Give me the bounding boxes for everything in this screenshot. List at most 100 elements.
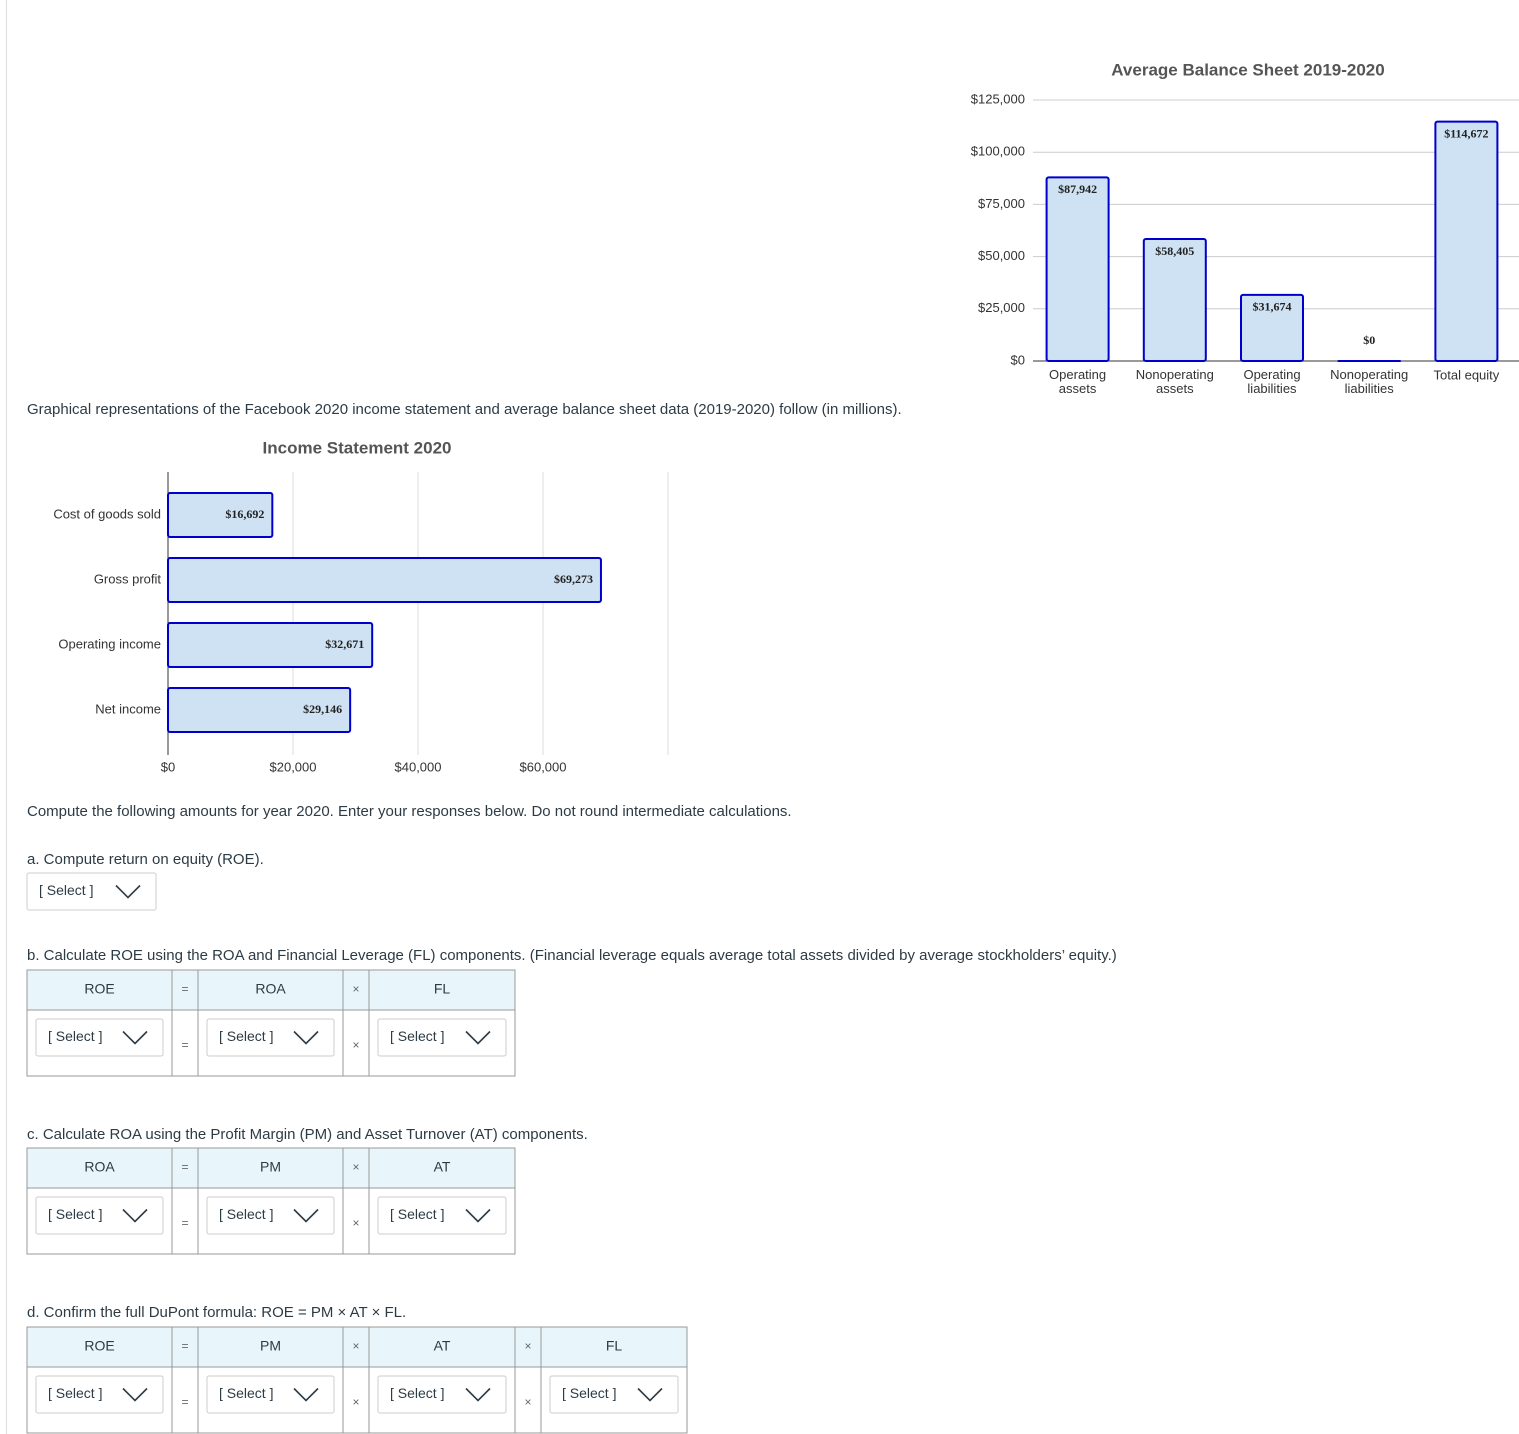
select-box[interactable] bbox=[35, 1196, 164, 1235]
chevron[interactable] bbox=[293, 1387, 319, 1402]
header-text: ROE bbox=[84, 981, 114, 997]
x-tick-label: $40,000 bbox=[395, 759, 442, 774]
row-cell bbox=[342, 1366, 370, 1434]
select-dropdown[interactable]: [ Select ] bbox=[35, 1018, 164, 1057]
operator: = bbox=[181, 1160, 188, 1174]
select-text[interactable]: [ Select ] bbox=[390, 1028, 444, 1044]
select-text[interactable]: [ Select ] bbox=[48, 1385, 102, 1401]
select-text[interactable]: [ Select ] bbox=[39, 882, 93, 898]
header-text: ROA bbox=[84, 1159, 115, 1175]
part-c-label: c. Calculate ROA using the Profit Margin… bbox=[27, 1126, 588, 1143]
value-label: $32,671 bbox=[325, 637, 364, 651]
x-tick-label: $20,000 bbox=[270, 759, 317, 774]
header-text: FL bbox=[606, 1338, 623, 1354]
header-cell bbox=[368, 969, 516, 1011]
value-label: $87,942 bbox=[1058, 182, 1097, 196]
select-text[interactable]: [ Select ] bbox=[562, 1385, 616, 1401]
operator: × bbox=[524, 1339, 531, 1353]
chevron[interactable] bbox=[465, 1030, 491, 1045]
value-label: $69,273 bbox=[554, 572, 593, 586]
select-dropdown[interactable]: [ Select ] bbox=[206, 1196, 335, 1235]
bar bbox=[167, 492, 274, 538]
value-label: $58,405 bbox=[1155, 244, 1194, 258]
select-box[interactable] bbox=[26, 872, 157, 911]
select-text[interactable]: [ Select ] bbox=[390, 1206, 444, 1222]
select-text[interactable]: [ Select ] bbox=[219, 1028, 273, 1044]
row-cell bbox=[171, 1187, 199, 1255]
select-box[interactable] bbox=[35, 1018, 164, 1057]
operator: × bbox=[352, 1216, 359, 1230]
row-cell bbox=[171, 1009, 199, 1077]
y-tick-label: $125,000 bbox=[971, 91, 1025, 106]
header-text: AT bbox=[434, 1159, 451, 1175]
y-tick-label: Cost of goods sold bbox=[53, 506, 161, 521]
x-tick-label: Nonoperating liabilities bbox=[1330, 367, 1408, 396]
operator: × bbox=[352, 1339, 359, 1353]
header-cell bbox=[197, 1326, 344, 1368]
select-text[interactable]: [ Select ] bbox=[390, 1385, 444, 1401]
bar bbox=[1142, 238, 1207, 362]
x-tick-label: Total equity bbox=[1434, 367, 1500, 382]
bar bbox=[167, 557, 602, 603]
select-dropdown[interactable]: [ Select ] bbox=[549, 1375, 679, 1414]
chevron[interactable] bbox=[293, 1208, 319, 1223]
header-text: ROA bbox=[255, 981, 286, 997]
bar bbox=[1045, 176, 1110, 362]
chevron[interactable] bbox=[122, 1030, 148, 1045]
select-dropdown[interactable]: [ Select ] bbox=[377, 1196, 507, 1235]
operator: = bbox=[181, 982, 188, 996]
select-box[interactable] bbox=[549, 1375, 679, 1414]
select-text[interactable]: [ Select ] bbox=[48, 1206, 102, 1222]
value-label: $31,674 bbox=[1253, 300, 1292, 314]
chevron[interactable] bbox=[115, 884, 141, 899]
chevron[interactable] bbox=[637, 1387, 663, 1402]
chevron[interactable] bbox=[465, 1387, 491, 1402]
header-cell bbox=[514, 1326, 542, 1368]
value-label: $29,146 bbox=[303, 702, 342, 716]
select-dropdown[interactable]: [ Select ] bbox=[206, 1018, 335, 1057]
part-b-label: b. Calculate ROE using the ROA and Finan… bbox=[27, 947, 1117, 964]
x-tick-label: Operating assets bbox=[1049, 367, 1106, 396]
header-cell bbox=[197, 969, 344, 1011]
bar bbox=[167, 622, 374, 668]
y-tick-label: $75,000 bbox=[978, 196, 1025, 211]
select-text[interactable]: [ Select ] bbox=[219, 1385, 273, 1401]
select-text[interactable]: [ Select ] bbox=[48, 1028, 102, 1044]
chevron[interactable] bbox=[293, 1030, 319, 1045]
part-d-label: d. Confirm the full DuPont formula: ROE … bbox=[27, 1304, 406, 1321]
select-box[interactable] bbox=[206, 1018, 335, 1057]
value-label: $16,692 bbox=[225, 507, 264, 521]
select-box[interactable] bbox=[35, 1375, 164, 1414]
select-box[interactable] bbox=[206, 1196, 335, 1235]
x-tick-label: Nonoperating assets bbox=[1136, 367, 1214, 396]
chevron[interactable] bbox=[122, 1387, 148, 1402]
value-label: $114,672 bbox=[1444, 126, 1488, 140]
select-dropdown[interactable]: [ Select ] bbox=[35, 1196, 164, 1235]
operator: × bbox=[352, 982, 359, 996]
select-dropdown[interactable]: [ Select ] bbox=[377, 1018, 507, 1057]
select-dropdown[interactable]: [ Select ] bbox=[377, 1375, 507, 1414]
part-a-label: a. Compute return on equity (ROE). bbox=[27, 851, 264, 868]
operator: = bbox=[181, 1216, 188, 1230]
select-dropdown[interactable]: [ Select ] bbox=[26, 872, 157, 911]
header-cell bbox=[342, 969, 370, 1011]
row-cell bbox=[342, 1009, 370, 1077]
select-text[interactable]: [ Select ] bbox=[219, 1206, 273, 1222]
intro-text: Graphical representations of the Faceboo… bbox=[27, 401, 902, 418]
bar bbox=[1240, 293, 1304, 362]
chevron[interactable] bbox=[465, 1208, 491, 1223]
select-dropdown[interactable]: [ Select ] bbox=[35, 1375, 164, 1414]
row-cell bbox=[171, 1366, 199, 1434]
select-box[interactable] bbox=[377, 1196, 507, 1235]
chevron[interactable] bbox=[122, 1208, 148, 1223]
header-cell bbox=[368, 1147, 516, 1189]
header-cell bbox=[26, 1147, 173, 1189]
operator: × bbox=[352, 1160, 359, 1174]
select-box[interactable] bbox=[377, 1018, 507, 1057]
y-tick-label: $50,000 bbox=[978, 248, 1025, 263]
select-dropdown[interactable]: [ Select ] bbox=[206, 1375, 335, 1414]
select-box[interactable] bbox=[206, 1375, 335, 1414]
operator: × bbox=[524, 1395, 531, 1409]
select-box[interactable] bbox=[377, 1375, 507, 1414]
